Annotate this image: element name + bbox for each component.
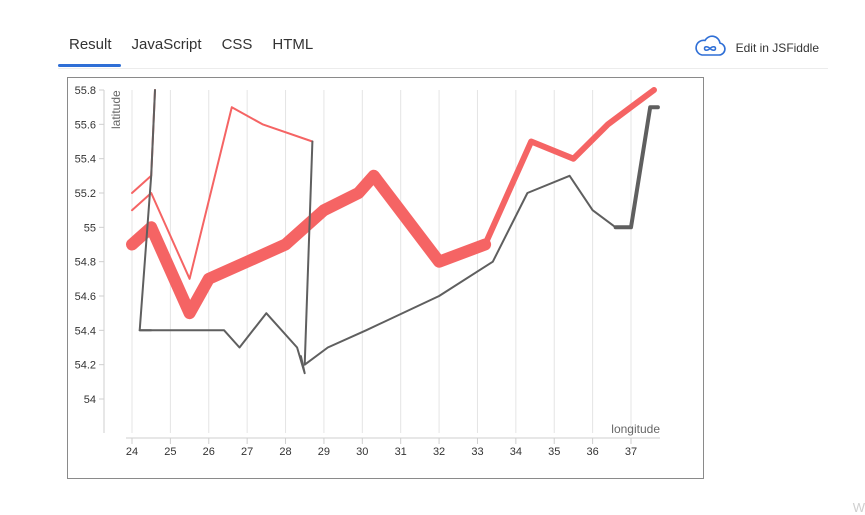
x-tick-label: 32 <box>433 446 445 458</box>
tab-result[interactable]: Result <box>58 26 121 67</box>
x-tick-label: 30 <box>356 446 368 458</box>
corner-mark: W <box>852 500 865 515</box>
top-bar: Result JavaScript CSS HTML Edit in JSFid… <box>0 0 865 70</box>
y-tick-label: 55 <box>84 222 96 234</box>
y-tick-label: 55.6 <box>75 119 96 131</box>
edit-label: Edit in JSFiddle <box>735 40 819 55</box>
y-tick-label: 55.8 <box>75 85 96 97</box>
y-axis-title: latitude <box>109 90 123 129</box>
x-tick-label: 24 <box>126 446 138 458</box>
x-tick-label: 31 <box>395 446 407 458</box>
x-tick-label: 26 <box>203 446 215 458</box>
series-line-3 <box>482 87 657 248</box>
result-frame: 54 54.2 54.4 54.6 54.8 55 55.2 55.4 55.6 55.8 24 25… <box>67 77 704 479</box>
y-tick-label: 54.2 <box>75 360 96 372</box>
tab-bar: Result JavaScript CSS HTML <box>58 26 322 67</box>
tab-javascript[interactable]: JavaScript <box>131 36 202 53</box>
series-line-4 <box>138 89 306 375</box>
series-line-2 <box>126 169 492 320</box>
y-tick-label: 54 <box>84 394 96 406</box>
y-tick-label: 54.4 <box>75 325 96 337</box>
series-line-1 <box>131 106 314 280</box>
x-tick-label: 27 <box>241 446 253 458</box>
y-tick-label: 55.2 <box>75 188 96 200</box>
x-axis-title: longitude <box>611 422 660 436</box>
series-line-7 <box>613 105 660 230</box>
y-tick-label: 54.8 <box>75 257 96 269</box>
tab-html[interactable]: HTML <box>272 36 314 53</box>
cloud-infinity-icon <box>693 34 727 61</box>
series-line-6 <box>303 140 632 366</box>
x-tick-label: 28 <box>279 446 291 458</box>
tab-css[interactable]: CSS <box>221 36 253 53</box>
y-tick-label: 54.6 <box>75 291 96 303</box>
y-tick-label: 55.4 <box>75 154 96 166</box>
x-tick-label: 36 <box>586 446 598 458</box>
chart: 54 54.2 54.4 54.6 54.8 55 55.2 55.4 55.6 55.8 24 25… <box>75 85 661 458</box>
edit-in-jsfiddle-button[interactable]: Edit in JSFiddle <box>693 34 819 61</box>
x-tick-label: 34 <box>510 446 522 458</box>
x-tick-label: 25 <box>164 446 176 458</box>
x-tick-label: 35 <box>548 446 560 458</box>
x-tick-label: 29 <box>318 446 330 458</box>
x-tick-label: 37 <box>625 446 637 458</box>
x-tick-label: 33 <box>471 446 483 458</box>
tab-divider <box>58 68 828 69</box>
